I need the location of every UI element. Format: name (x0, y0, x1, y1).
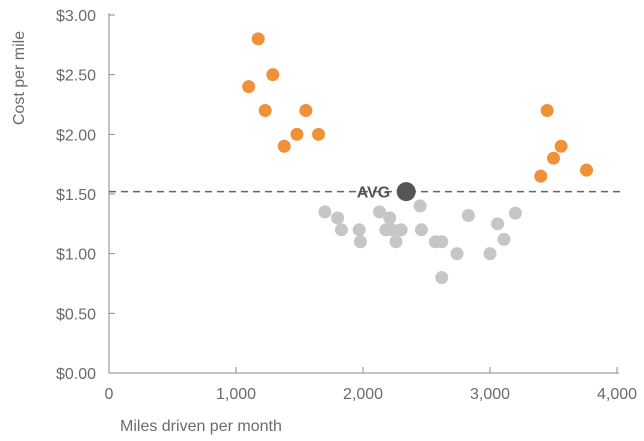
data-points (242, 32, 594, 285)
y-tick-label: $2.00 (56, 127, 96, 144)
data-point (554, 139, 568, 153)
data-point (508, 206, 522, 220)
y-tick-label: $2.50 (56, 68, 96, 85)
y-axis-title: Cost per mile (11, 31, 28, 125)
data-point (394, 223, 408, 237)
y-tick-label: $0.50 (56, 306, 96, 323)
data-point (290, 127, 304, 141)
x-tick-label: 2,000 (343, 386, 383, 403)
data-point (414, 223, 428, 237)
data-point (389, 235, 403, 249)
data-point (435, 271, 449, 285)
data-point (373, 205, 387, 219)
x-tick-label: 0 (105, 386, 114, 403)
data-point (491, 217, 505, 231)
data-point (483, 247, 497, 261)
data-point (312, 127, 326, 141)
data-point (353, 235, 367, 249)
data-point (383, 211, 397, 225)
data-point (413, 199, 427, 213)
average-label: AVG (357, 185, 390, 202)
data-point (318, 205, 332, 219)
data-point (450, 247, 464, 261)
data-point (266, 68, 280, 82)
average-point (396, 182, 416, 202)
data-point (547, 151, 560, 165)
x-tick-label: 4,000 (597, 386, 637, 403)
x-tick-label: 1,000 (216, 386, 256, 403)
data-point (242, 80, 256, 94)
data-point (435, 235, 449, 249)
y-tick-label: $1.00 (56, 247, 96, 264)
data-point (534, 169, 548, 183)
data-point (299, 103, 313, 117)
data-point (258, 103, 272, 117)
y-tick-label: $3.00 (56, 8, 96, 25)
data-point (497, 232, 511, 246)
y-tick-label: $0.00 (56, 366, 96, 383)
data-point (277, 139, 291, 153)
axes (108, 13, 619, 374)
x-axis-title: Miles driven per month (120, 418, 282, 435)
data-point (540, 103, 554, 117)
tick-labels: $0.00 $0.50 $1.00 $1.50 $2.00 $2.50 $3.00 0 1,00… (56, 8, 637, 403)
data-point (251, 32, 265, 46)
y-tick-label: $1.50 (56, 187, 96, 204)
data-point (580, 163, 594, 177)
x-tick-label: 3,000 (470, 386, 510, 403)
data-point (385, 223, 399, 237)
data-point (352, 223, 366, 237)
data-point (331, 211, 345, 225)
data-point (461, 208, 475, 222)
data-point (334, 223, 348, 237)
